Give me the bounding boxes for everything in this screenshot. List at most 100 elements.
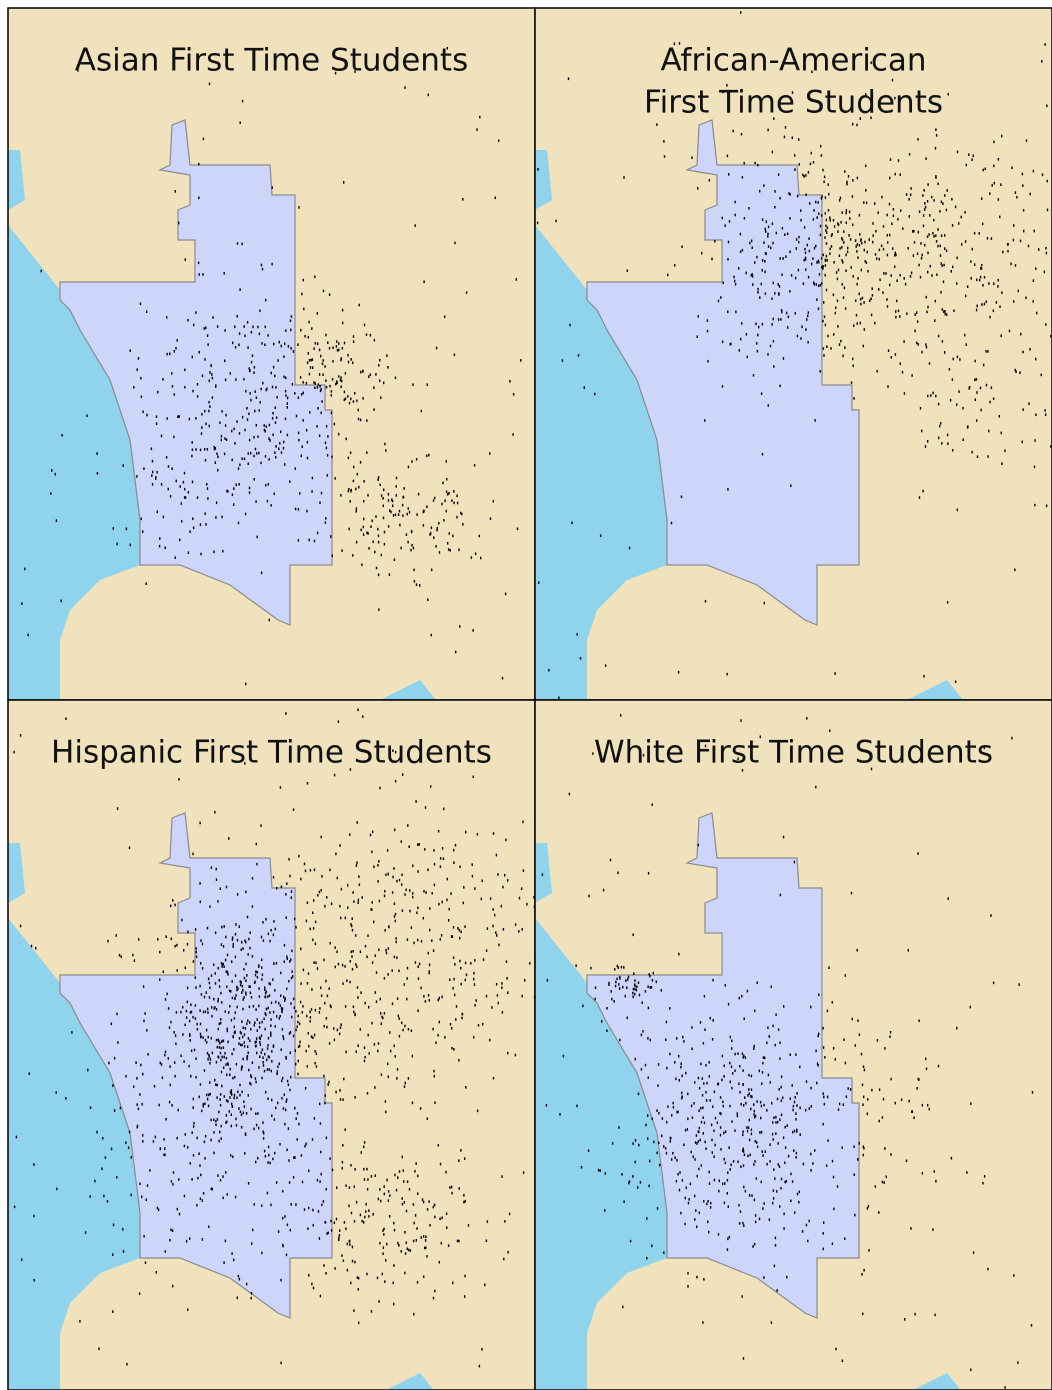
dot — [830, 347, 832, 350]
dot — [812, 257, 814, 260]
dot — [928, 362, 931, 365]
dot — [392, 514, 395, 517]
dot — [428, 971, 430, 975]
dot — [340, 887, 343, 891]
dot — [352, 1005, 355, 1009]
dot — [816, 1062, 819, 1065]
dot — [716, 1121, 719, 1124]
dot — [674, 1061, 676, 1064]
dot — [367, 934, 369, 937]
dot — [282, 1035, 284, 1038]
dot — [270, 371, 272, 375]
dot — [363, 517, 365, 521]
dot — [858, 292, 860, 296]
dot — [982, 222, 984, 226]
dot — [663, 1145, 665, 1148]
dot — [644, 1063, 647, 1067]
dot — [225, 935, 227, 939]
dot — [822, 1232, 824, 1235]
dot — [881, 1116, 884, 1119]
dot — [750, 1107, 752, 1111]
dot — [351, 924, 353, 928]
dot — [476, 833, 479, 836]
dot — [617, 966, 619, 969]
dot — [776, 1097, 779, 1101]
dot — [351, 928, 354, 932]
dot — [280, 1048, 282, 1051]
dot — [423, 995, 425, 998]
dot — [271, 186, 273, 189]
dot — [213, 445, 215, 449]
dot — [255, 1040, 257, 1044]
dot — [435, 545, 437, 548]
dot — [904, 1318, 906, 1321]
dot — [166, 352, 168, 356]
dot — [245, 682, 247, 686]
dot — [489, 897, 492, 900]
dot — [647, 1137, 649, 1140]
dot — [313, 868, 316, 872]
dot — [397, 1241, 399, 1245]
dot — [761, 1071, 764, 1074]
dot — [681, 1091, 683, 1095]
dot — [248, 1005, 251, 1009]
dot — [672, 1106, 675, 1109]
dot — [330, 411, 333, 415]
dot — [865, 261, 868, 264]
dot — [796, 1192, 799, 1196]
dot — [270, 1203, 272, 1207]
dot — [192, 1097, 194, 1101]
dot — [234, 955, 237, 959]
dot — [238, 1042, 240, 1045]
dot — [497, 1001, 499, 1005]
dot — [282, 1076, 284, 1080]
dot — [241, 1090, 243, 1094]
dot — [172, 1183, 174, 1186]
dot — [129, 349, 131, 352]
dot — [301, 1011, 303, 1014]
dot — [275, 1181, 278, 1184]
dot — [939, 424, 941, 428]
dot — [590, 966, 592, 970]
ocean — [8, 225, 140, 700]
dot — [826, 345, 828, 348]
dot — [545, 1104, 548, 1107]
dot — [772, 1138, 774, 1141]
dot — [832, 219, 835, 222]
dot — [231, 1093, 233, 1096]
dot — [352, 891, 354, 894]
dot — [352, 361, 354, 365]
dot — [202, 1192, 205, 1195]
dot — [226, 985, 228, 989]
dot — [259, 1043, 262, 1046]
dot — [224, 1239, 227, 1243]
dot — [206, 1041, 208, 1044]
dot — [383, 977, 386, 980]
dot — [1010, 262, 1012, 266]
dot — [242, 947, 244, 950]
dot — [854, 1213, 856, 1217]
dot — [430, 785, 432, 788]
dot — [632, 1175, 634, 1178]
dot — [805, 268, 807, 271]
dot — [407, 507, 409, 510]
dot — [987, 1267, 989, 1271]
dot — [355, 1050, 357, 1053]
dot — [913, 229, 915, 233]
dot — [837, 1108, 840, 1111]
dot — [867, 269, 869, 273]
dot — [248, 1068, 250, 1072]
dot — [318, 434, 321, 437]
dot — [233, 503, 235, 506]
dot — [622, 1305, 624, 1309]
dot — [344, 1128, 346, 1131]
dot — [122, 464, 124, 467]
dot — [457, 927, 459, 930]
dot — [422, 1235, 425, 1238]
dot — [297, 1014, 299, 1018]
dot — [146, 1029, 148, 1032]
dot — [512, 393, 515, 396]
dot — [146, 310, 148, 313]
dot — [284, 389, 287, 393]
dot — [189, 1039, 191, 1042]
